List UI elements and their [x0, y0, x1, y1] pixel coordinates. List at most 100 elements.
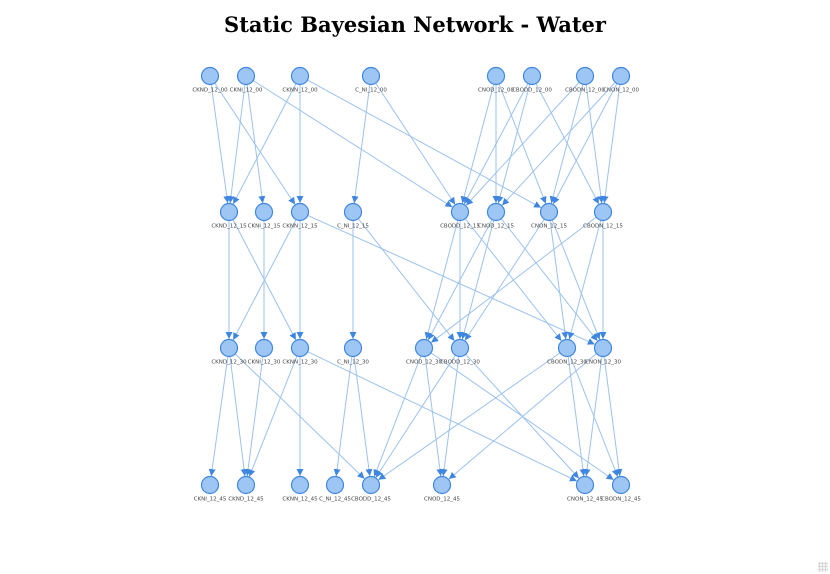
edge-CKNN_12_30-to-CNON_12_45 — [307, 351, 578, 482]
node-CKNI_12_45[interactable]: CKNI_12_45 — [194, 475, 227, 503]
node-label: CBODN_12_00 — [565, 88, 605, 94]
node-C_NI_12_15[interactable]: C_NI_12_15 — [337, 202, 369, 230]
node-label: CNOD_12_15 — [478, 224, 515, 230]
edge-CNON_12_00-to-CBODN_12_15 — [601, 84, 621, 204]
node-circle[interactable] — [450, 202, 470, 222]
node-label: CKNI_12_15 — [248, 224, 281, 230]
node-CNOD_12_00[interactable]: CNOD_12_00 — [478, 66, 515, 94]
node-CBODN_12_30[interactable]: CBODN_12_30 — [547, 338, 587, 366]
node-label: CNON_12_30 — [585, 360, 621, 366]
node-circle[interactable] — [254, 338, 274, 358]
node-circle[interactable] — [290, 66, 310, 86]
node-CNON_12_45[interactable]: CNON_12_45 — [567, 475, 603, 503]
node-CBODN_12_00[interactable]: CBODN_12_00 — [565, 66, 605, 94]
node-CKNI_12_30[interactable]: CKNI_12_30 — [248, 338, 281, 366]
node-circle[interactable] — [486, 202, 506, 222]
node-circle[interactable] — [575, 475, 595, 495]
edge-CBODN_12_00-to-CNON_12_15 — [549, 84, 584, 204]
node-CBODD_12_15[interactable]: CBODD_12_15 — [440, 202, 480, 230]
node-C_NI_12_30[interactable]: C_NI_12_30 — [337, 338, 369, 366]
edge-CKNI_12_30-to-CKND_12_45 — [244, 356, 264, 477]
node-CNON_12_00[interactable]: CNON_12_00 — [603, 66, 639, 94]
node-circle[interactable] — [593, 338, 613, 358]
node-label: C_NI_12_00 — [355, 88, 387, 94]
node-CKND_12_30[interactable]: CKND_12_30 — [211, 338, 247, 366]
node-circle[interactable] — [254, 202, 274, 222]
node-circle[interactable] — [219, 338, 239, 358]
node-label: CKNI_12_45 — [194, 497, 227, 503]
node-circle[interactable] — [611, 475, 631, 495]
node-CNOD_12_15[interactable]: CNOD_12_15 — [478, 202, 515, 230]
node-circle[interactable] — [575, 66, 595, 86]
node-circle[interactable] — [236, 66, 256, 86]
node-CKNI_12_00[interactable]: CKNI_12_00 — [230, 66, 263, 94]
node-circle[interactable] — [361, 475, 381, 495]
node-CBODN_12_45[interactable]: CBODN_12_45 — [601, 475, 641, 503]
node-circle[interactable] — [486, 66, 506, 86]
node-CBODD_12_30[interactable]: CBODD_12_30 — [440, 338, 480, 366]
node-circle[interactable] — [611, 66, 631, 86]
edge-CBODN_12_15-to-CNOD_12_30 — [430, 216, 597, 343]
node-CKND_12_00[interactable]: CKND_12_00 — [192, 66, 228, 94]
node-circle[interactable] — [290, 338, 310, 358]
node-label: CNOD_12_30 — [406, 360, 443, 366]
node-label: CNON_12_45 — [567, 497, 603, 503]
node-C_NI_12_45[interactable]: C_NI_12_45 — [319, 475, 351, 503]
node-label: C_NI_12_15 — [337, 224, 369, 230]
node-CKND_12_45[interactable]: CKND_12_45 — [228, 475, 264, 503]
node-CNON_12_30[interactable]: CNON_12_30 — [585, 338, 621, 366]
edge-CNOD_12_00-to-CBODD_12_15 — [460, 84, 495, 204]
node-circle[interactable] — [325, 475, 345, 495]
node-circle[interactable] — [414, 338, 434, 358]
node-circle[interactable] — [290, 202, 310, 222]
node-circle[interactable] — [236, 475, 256, 495]
node-label: CKND_12_00 — [192, 88, 228, 94]
node-circle[interactable] — [200, 66, 220, 86]
node-circle[interactable] — [522, 66, 542, 86]
node-CKNN_12_15[interactable]: CKNN_12_15 — [282, 202, 318, 230]
node-label: CKNN_12_15 — [282, 224, 318, 230]
node-circle[interactable] — [343, 202, 363, 222]
node-CNON_12_15[interactable]: CNON_12_15 — [531, 202, 567, 230]
edge-CKND_12_00-to-CKND_12_15 — [210, 84, 231, 204]
node-CNOD_12_30[interactable]: CNOD_12_30 — [406, 338, 443, 366]
node-circle[interactable] — [361, 66, 381, 86]
node-circle[interactable] — [432, 475, 452, 495]
edge-CBODN_12_30-to-CNON_12_45 — [567, 356, 587, 477]
edge-CBODD_12_30-to-CBODD_12_45 — [375, 354, 456, 478]
edge-CNON_12_15-to-CBODD_12_30 — [464, 218, 545, 341]
node-CKNN_12_30[interactable]: CKNN_12_30 — [282, 338, 318, 366]
node-circle[interactable] — [539, 202, 559, 222]
node-label: CBODD_12_15 — [440, 224, 480, 230]
edge-CNON_12_00-to-CNOD_12_15 — [501, 81, 616, 206]
node-CNOD_12_45[interactable]: CNOD_12_45 — [424, 475, 461, 503]
node-C_NI_12_00[interactable]: C_NI_12_00 — [355, 66, 387, 94]
node-circle[interactable] — [200, 475, 220, 495]
node-CKNN_12_00[interactable]: CKNN_12_00 — [282, 66, 318, 94]
edge-CNON_12_30-to-CBODN_12_45 — [603, 356, 623, 477]
node-CKNN_12_45[interactable]: CKNN_12_45 — [282, 475, 318, 503]
node-label: CBODD_12_00 — [512, 88, 552, 94]
node-circle[interactable] — [450, 338, 470, 358]
node-label: CKNN_12_00 — [282, 88, 318, 94]
node-CBODN_12_15[interactable]: CBODN_12_15 — [583, 202, 623, 230]
node-CKND_12_15[interactable]: CKND_12_15 — [211, 202, 247, 230]
edge-CKNI_12_00-to-CKND_12_15 — [227, 84, 246, 204]
edge-C_NI_12_15-to-CBODD_12_30 — [357, 218, 455, 342]
edge-CNOD_12_15-to-CBODD_12_30 — [460, 220, 495, 340]
node-circle[interactable] — [219, 202, 239, 222]
resize-grip-icon[interactable] — [818, 562, 828, 572]
node-circle[interactable] — [593, 202, 613, 222]
node-circle[interactable] — [343, 338, 363, 358]
node-circle[interactable] — [290, 475, 310, 495]
node-CBODD_12_45[interactable]: CBODD_12_45 — [351, 475, 391, 503]
node-circle[interactable] — [557, 338, 577, 358]
edge-C_NI_12_00-to-CBODD_12_15 — [375, 82, 456, 205]
node-label: CBODD_12_30 — [440, 360, 480, 366]
node-CBODD_12_00[interactable]: CBODD_12_00 — [512, 66, 552, 94]
node-CKNI_12_15[interactable]: CKNI_12_15 — [248, 202, 281, 230]
node-label: CKND_12_15 — [211, 224, 247, 230]
node-label: CKNI_12_00 — [230, 88, 263, 94]
node-label: CBODN_12_30 — [547, 360, 587, 366]
